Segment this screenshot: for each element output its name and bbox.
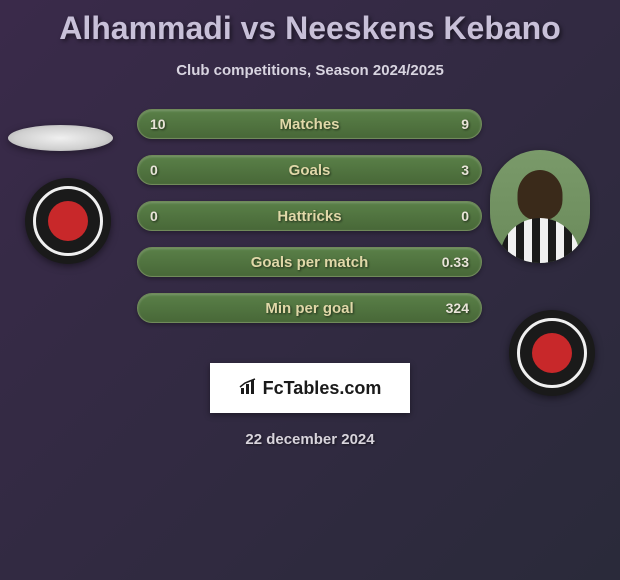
stat-label: Matches <box>279 116 339 133</box>
watermark-text: FcTables.com <box>263 378 382 399</box>
stat-row-goals-per-match: Goals per match 0.33 <box>137 247 482 277</box>
stat-value-right: 0.33 <box>442 254 469 270</box>
stat-row-matches: 10 Matches 9 <box>137 109 482 139</box>
stat-value-right: 0 <box>461 208 469 224</box>
stat-row-goals: 0 Goals 3 <box>137 155 482 185</box>
stat-value-left: 0 <box>150 208 158 224</box>
stat-value-right: 324 <box>446 300 469 316</box>
player-photo-left <box>8 125 113 151</box>
stat-value-right: 3 <box>461 162 469 178</box>
stats-section: 10 Matches 9 0 Goals 3 0 Hattricks 0 Goa… <box>137 109 482 323</box>
stat-value-right: 9 <box>461 116 469 132</box>
subtitle: Club competitions, Season 2024/2025 <box>0 62 620 79</box>
stat-row-hattricks: 0 Hattricks 0 <box>137 201 482 231</box>
stat-value-left: 0 <box>150 162 158 178</box>
player-photo-right <box>490 150 590 263</box>
watermark: FcTables.com <box>210 363 410 413</box>
stat-value-left: 10 <box>150 116 166 132</box>
club-badge-right <box>509 310 595 396</box>
chart-icon <box>239 378 259 399</box>
club-badge-left <box>25 178 111 264</box>
stat-label: Hattricks <box>277 208 341 225</box>
page-title: Alhammadi vs Neeskens Kebano <box>0 10 620 47</box>
stat-label: Min per goal <box>265 300 353 317</box>
comparison-card: Alhammadi vs Neeskens Kebano Club compet… <box>0 0 620 580</box>
stat-row-min-per-goal: Min per goal 324 <box>137 293 482 323</box>
date: 22 december 2024 <box>0 431 620 448</box>
stat-label: Goals per match <box>251 254 369 271</box>
stat-label: Goals <box>289 162 331 179</box>
